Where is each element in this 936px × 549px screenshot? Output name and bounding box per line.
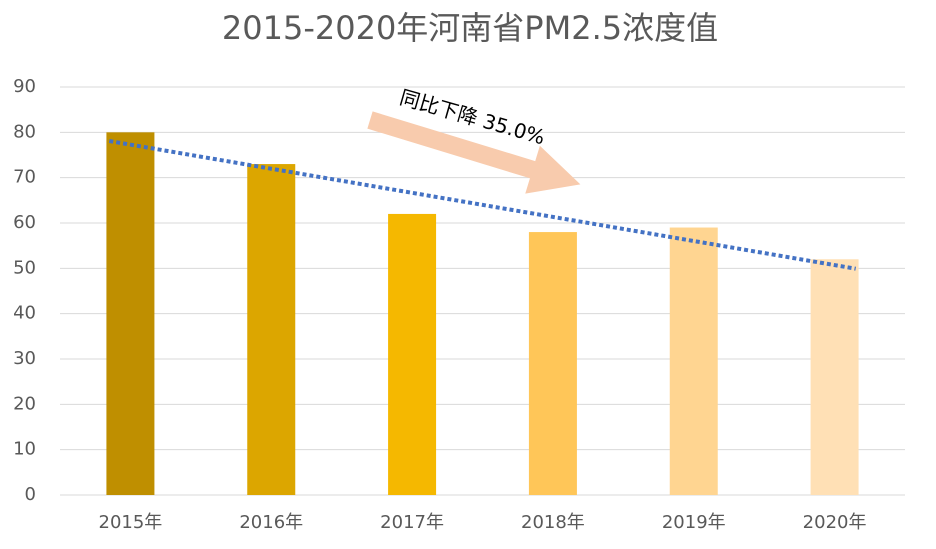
y-tick-label: 80 (13, 121, 36, 142)
chart-title: 2015-2020年河南省PM2.5浓度值 (222, 9, 718, 47)
y-tick-label: 50 (13, 257, 36, 278)
x-tick-label: 2018年 (521, 512, 585, 533)
bar (669, 227, 718, 496)
bar (106, 132, 155, 496)
trendline (108, 139, 857, 271)
bar (810, 259, 859, 495)
y-tick-label: 40 (13, 303, 36, 324)
x-tick-label: 2016年 (239, 512, 303, 533)
y-tick-label: 70 (13, 167, 36, 188)
y-tick-label: 10 (13, 439, 36, 460)
x-tick-label: 2019年 (662, 512, 726, 533)
x-tick-label: 2017年 (380, 512, 444, 533)
x-tick-label: 2015年 (99, 512, 163, 533)
y-tick-label: 30 (13, 348, 36, 369)
x-tick-label: 2020年 (803, 512, 867, 533)
bar (247, 164, 296, 496)
arrow-shape (367, 111, 581, 194)
bar (528, 232, 577, 496)
y-tick-label: 0 (25, 484, 36, 505)
y-tick-label: 90 (13, 76, 36, 97)
bar (388, 213, 437, 495)
y-tick-label: 20 (13, 393, 36, 414)
annotation-arrow (367, 111, 581, 194)
y-tick-label: 60 (13, 212, 36, 233)
